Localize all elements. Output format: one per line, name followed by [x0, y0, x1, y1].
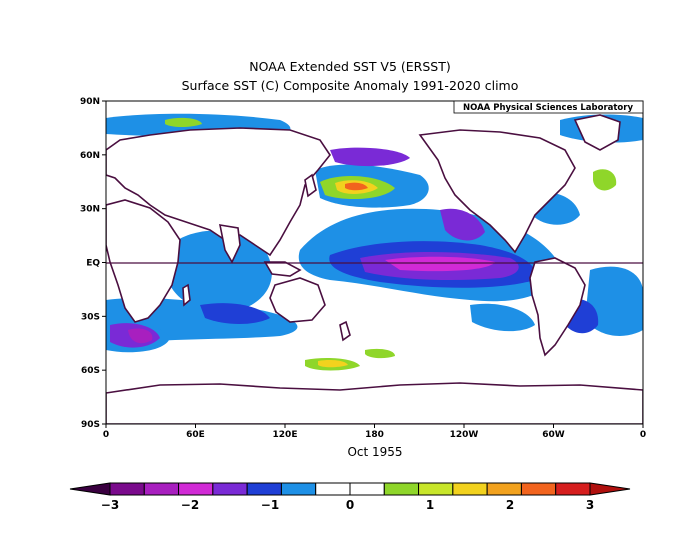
- anomaly-purple-n-pacific: [330, 147, 410, 167]
- lon-tick-label: 60W: [542, 430, 565, 440]
- land-india: [218, 224, 241, 264]
- colorbar: −3 −2 −1 0 1 2 3: [69, 482, 631, 512]
- colorbar-tick-label: 1: [426, 498, 434, 512]
- colorbar-swatch: [520, 482, 557, 496]
- anomaly-light-blue-indian: [170, 230, 272, 313]
- colorbar-swatch: [178, 482, 214, 496]
- colorbar-high-arrow: [589, 482, 631, 496]
- anomaly-warm-n-atlantic: [593, 169, 617, 191]
- anomaly-field: [106, 113, 643, 371]
- anomaly-magenta-pacific: [385, 256, 495, 272]
- colorbar-tick-label: 2: [506, 498, 514, 512]
- land-indonesia: [263, 261, 302, 277]
- anomaly-warm-indian: [365, 348, 395, 359]
- lon-tick-label: 180: [365, 430, 384, 440]
- land-australia: [269, 277, 326, 323]
- anomaly-hot-kuroshio: [345, 182, 368, 191]
- land-greenland: [573, 114, 621, 151]
- land-south-america: [529, 257, 586, 357]
- land-africa: [106, 199, 181, 323]
- colorbar-low-arrow: [69, 482, 111, 496]
- lat-tick-label: EQ: [86, 259, 100, 269]
- colorbar-tick-label: −1: [261, 498, 279, 512]
- land-antarctica: [106, 382, 643, 424]
- lat-tick-label: 30N: [80, 205, 100, 215]
- coastlines: [106, 114, 643, 424]
- colorbar-swatch: [280, 482, 317, 496]
- map-subtitle: Surface SST (C) Composite Anomaly 1991-2…: [181, 78, 519, 93]
- land-north-america: [418, 129, 576, 254]
- anomaly-light-blue-se-pacific: [470, 303, 535, 332]
- anomaly-light-blue-atlantic: [585, 266, 643, 336]
- anomaly-blue-south: [200, 303, 270, 324]
- credit-text: NOAA Physical Sciences Laboratory: [463, 103, 633, 113]
- colorbar-swatch: [452, 482, 488, 496]
- colorbar-swatch: [383, 482, 420, 496]
- land-japan: [304, 173, 317, 198]
- lon-tick-label: 120E: [273, 430, 298, 440]
- lon-tick-label: 0: [640, 430, 646, 440]
- lon-tick-label: 120W: [450, 430, 479, 440]
- colorbar-swatch: [349, 482, 385, 496]
- colorbar-tick-label: −2: [181, 498, 199, 512]
- colorbar-swatch: [418, 482, 454, 496]
- colorbar-swatch: [315, 482, 351, 496]
- lon-tick-label: 0: [103, 430, 109, 440]
- land-eurasia: [106, 127, 331, 257]
- colorbar-tick-label: 3: [586, 498, 594, 512]
- lat-tick-labels: 90N 60N 30N EQ 30S 60S 90S: [80, 97, 106, 430]
- land-madagascar: [182, 283, 191, 307]
- colorbar-tick-label: 0: [346, 498, 354, 512]
- period-label: Oct 1955: [347, 445, 403, 459]
- colorbar-swatch: [246, 482, 282, 496]
- anomaly-purple-ne-pacific: [440, 208, 485, 241]
- lat-tick-label: 90S: [81, 420, 100, 430]
- map-title: NOAA Extended SST V5 (ERSST): [249, 59, 451, 74]
- anomaly-warm-south-pacific-core: [318, 360, 348, 368]
- colorbar-swatch: [212, 482, 248, 496]
- lat-tick-label: 60N: [80, 151, 100, 161]
- anomaly-warm-arctic: [165, 117, 202, 127]
- colorbar-swatch: [555, 482, 591, 496]
- lon-tick-label: 60E: [186, 430, 205, 440]
- land-new-zealand: [339, 320, 351, 342]
- lat-tick-label: 60S: [81, 366, 100, 376]
- anomaly-magenta-south: [128, 328, 153, 344]
- colorbar-swatch: [486, 482, 522, 496]
- lon-tick-labels: 0 60E 120E 180 120W 60W 0: [103, 424, 646, 440]
- colorbar-tick-label: −3: [101, 498, 119, 512]
- lat-tick-label: 90N: [80, 97, 100, 107]
- lat-tick-label: 30S: [81, 312, 100, 322]
- colorbar-swatch: [109, 482, 145, 496]
- colorbar-swatch: [143, 482, 180, 496]
- credit-box: [453, 100, 644, 114]
